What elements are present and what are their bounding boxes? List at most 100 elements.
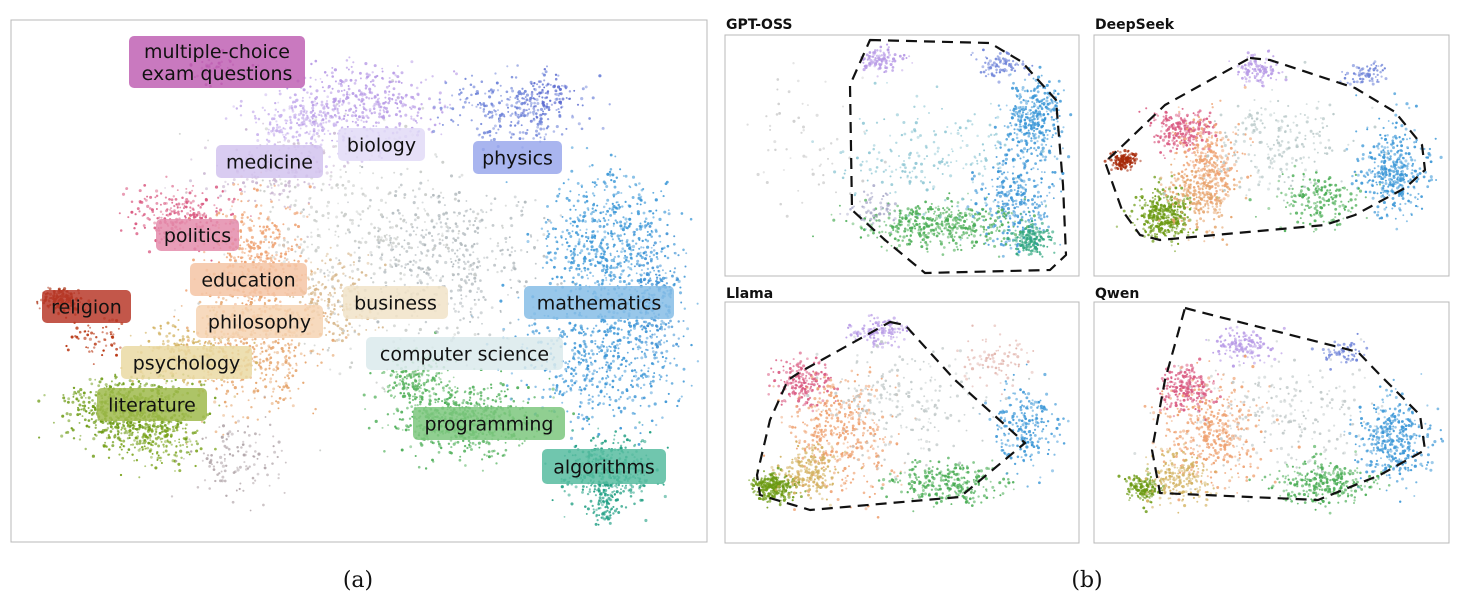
scatter-point: [221, 190, 224, 193]
scatter-point: [163, 423, 167, 427]
scatter-point: [588, 423, 591, 426]
scatter-point: [458, 92, 461, 96]
scatter-point: [552, 383, 555, 387]
scatter-point: [494, 72, 497, 75]
scatter-point: [226, 389, 230, 393]
scatter-point: [121, 192, 126, 196]
scatter-point: [616, 250, 619, 253]
scatter-point: [72, 386, 76, 390]
scatter-point: [546, 125, 550, 128]
scatter-point: [587, 401, 591, 405]
scatter-point: [247, 299, 250, 302]
scatter-point: [138, 476, 141, 479]
scatter-point: [265, 357, 269, 361]
scatter-point: [176, 425, 179, 428]
scatter-point: [469, 83, 473, 87]
scatter-point: [679, 286, 682, 289]
scatter-point: [382, 109, 385, 112]
scatter-point: [179, 206, 182, 209]
scatter-point: [122, 444, 126, 448]
scatter-point: [185, 436, 189, 440]
scatter-point: [331, 75, 335, 78]
scatter-point: [539, 107, 544, 111]
scatter-point: [158, 456, 162, 459]
scatter-point: [630, 379, 634, 383]
scatter-point: [329, 316, 332, 319]
scatter-point: [518, 137, 522, 141]
scatter-point: [317, 113, 320, 116]
scatter-point: [603, 230, 607, 234]
scatter-point: [119, 473, 123, 477]
scatter-point: [615, 221, 619, 224]
scatter-point: [138, 210, 141, 213]
scatter-point: [110, 344, 114, 347]
scatter-point: [582, 417, 586, 421]
scatter-point: [525, 98, 529, 102]
scatter-point: [640, 199, 643, 202]
scatter-point: [242, 378, 245, 381]
scatter-point: [554, 227, 557, 231]
scatter-point: [355, 95, 358, 99]
scatter-point: [297, 113, 301, 117]
scatter-point: [345, 93, 349, 96]
scatter-point: [657, 269, 660, 272]
scatter-point: [258, 225, 261, 228]
scatter-point: [463, 100, 467, 104]
scatter-point: [254, 387, 257, 390]
scatter-point: [577, 362, 582, 366]
scatter-point: [267, 139, 271, 143]
scatter-point: [66, 400, 70, 404]
scatter-point: [214, 430, 218, 434]
scatter-point: [588, 370, 591, 373]
scatter-point: [70, 335, 74, 339]
scatter-point: [116, 383, 119, 387]
scatter-point: [313, 288, 317, 292]
scatter-point: [625, 240, 629, 244]
scatter-point: [373, 85, 376, 88]
scatter-point: [638, 247, 641, 250]
scatter-point: [308, 185, 312, 189]
scatter-point: [624, 258, 628, 262]
scatter-point: [495, 131, 498, 135]
scatter-point: [543, 108, 546, 110]
scatter-point: [94, 420, 97, 423]
scatter-point: [215, 387, 218, 390]
scatter-point: [149, 439, 152, 442]
scatter-point: [556, 247, 559, 251]
scatter-point: [424, 78, 428, 82]
scatter-point: [180, 209, 184, 213]
scatter-point: [252, 242, 255, 245]
scatter-point: [517, 92, 521, 96]
scatter-point: [564, 85, 568, 89]
scatter-point: [217, 211, 221, 215]
scatter-point: [644, 374, 648, 378]
scatter-point: [150, 463, 154, 467]
scatter-point: [167, 453, 170, 456]
scatter-point: [617, 406, 621, 410]
scatter-point: [336, 324, 340, 328]
scatter-point: [650, 221, 653, 225]
scatter-point: [535, 98, 539, 102]
scatter-point: [172, 210, 176, 214]
scatter-point: [283, 139, 286, 142]
scatter-point: [276, 124, 279, 127]
scatter-point: [171, 425, 175, 429]
scatter-point: [620, 328, 623, 331]
scatter-point: [233, 386, 237, 390]
scatter-point: [259, 212, 262, 215]
scatter-point: [613, 243, 616, 247]
scatter-point: [611, 238, 615, 241]
scatter-point: [613, 349, 616, 352]
scatter-point: [306, 117, 309, 120]
scatter-point: [561, 377, 564, 381]
scatter-point: [189, 440, 192, 443]
scatter-point: [554, 236, 557, 239]
scatter-point: [84, 330, 87, 333]
scatter-point: [250, 297, 254, 301]
scatter-point: [259, 258, 263, 262]
scatter-point: [578, 238, 581, 241]
scatter-point: [147, 339, 151, 343]
scatter-point: [617, 351, 620, 355]
scatter-point: [360, 271, 364, 274]
scatter-point: [321, 259, 324, 262]
